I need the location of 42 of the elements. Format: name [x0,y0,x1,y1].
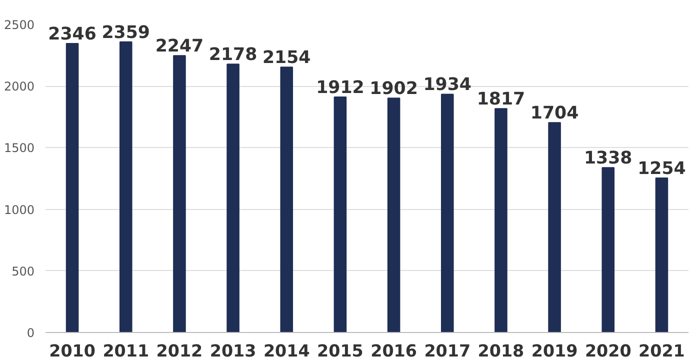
data-label: 2359 [102,22,150,43]
data-label: 1902 [370,79,418,100]
y-tick-label: 2500 [4,18,35,32]
data-label: 2247 [155,36,204,57]
bar [280,66,294,332]
bar [655,178,668,332]
x-tick-label: 2016 [370,342,417,359]
data-label: 1934 [423,75,472,96]
x-tick-label: 2014 [263,342,310,359]
x-tick-label: 2012 [156,342,203,359]
data-label: 1338 [584,148,632,169]
bar [226,64,240,332]
data-label: 1254 [638,159,686,180]
x-tick-label: 2020 [584,342,632,359]
data-label: 1912 [316,78,364,98]
data-label: 2346 [48,24,96,44]
y-tick-label: 1000 [4,202,35,217]
y-tick-label: 2000 [4,80,35,94]
bar [66,42,79,332]
bar [173,55,186,332]
data-label: 2178 [208,45,258,66]
data-label: 1817 [476,90,526,110]
x-tick-label: 2021 [638,342,685,359]
data-label: 2154 [262,48,311,68]
x-tick-label: 2018 [478,342,524,359]
y-tick-label: 1500 [4,141,35,156]
data-label: 1704 [530,104,579,124]
x-tick-label: 2010 [49,342,96,359]
bar [387,98,400,332]
y-tick-label: 0 [26,326,35,340]
bar [494,108,508,332]
bar [440,94,454,332]
x-tick-label: 2011 [102,342,150,359]
y-tick-label: 500 [12,264,34,278]
x-tick-label: 2015 [317,342,364,359]
bar [119,41,132,332]
x-tick-label: 2013 [210,342,256,359]
x-tick-label: 2017 [424,342,471,359]
bar [602,167,615,332]
bar [334,96,347,332]
x-tick-label: 2019 [531,342,578,359]
bar [548,122,561,332]
